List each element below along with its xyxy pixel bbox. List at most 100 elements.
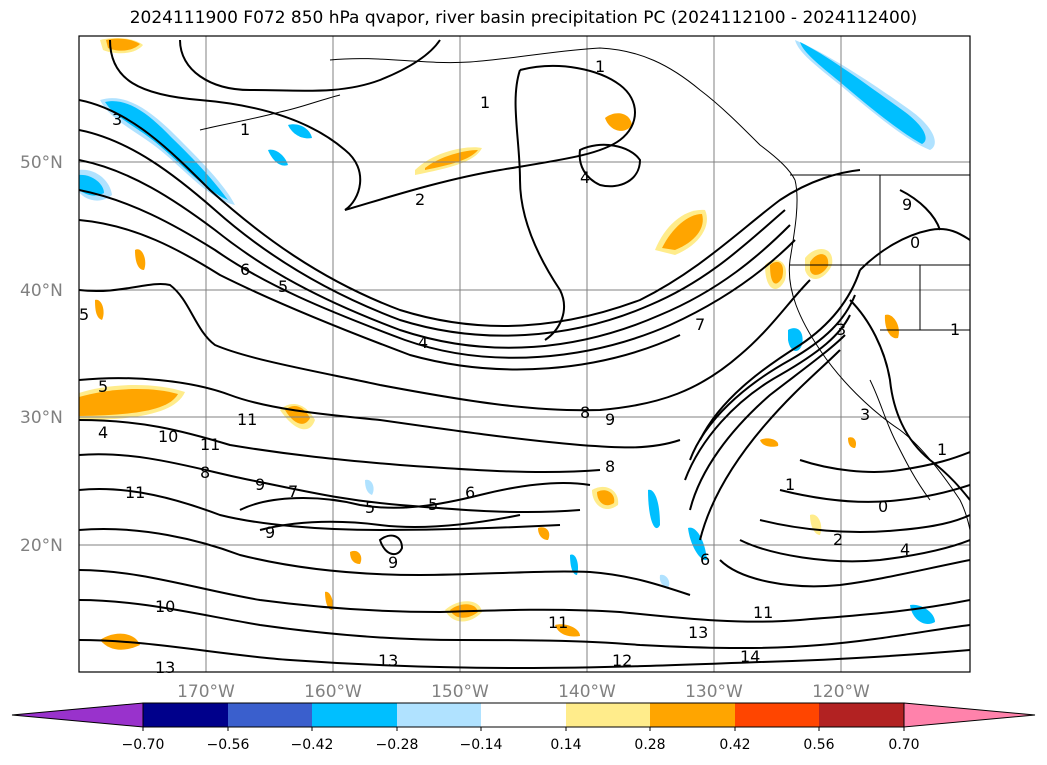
contour-line: [109, 39, 636, 211]
contour-label: 4: [900, 540, 910, 559]
contour-label: 5: [365, 498, 375, 517]
contour-label: 13: [688, 623, 708, 642]
pos-patch-12: [760, 438, 779, 447]
colorbar-bin: [819, 703, 904, 727]
lat-label-50n: 50°N: [20, 153, 63, 173]
contour-label: 10: [155, 597, 175, 616]
contour-label: 11: [200, 435, 220, 454]
state-borders: [790, 174, 970, 331]
contour-line: [79, 159, 791, 349]
contour-label: 6: [465, 483, 475, 502]
contour-line: [79, 219, 681, 371]
contour-label: 8: [200, 463, 210, 482]
neg-patch-sub4: [570, 554, 579, 575]
contour-label: 3: [860, 405, 870, 424]
contour-label: 5: [98, 377, 108, 396]
contour-label: 4: [580, 168, 590, 187]
coastline-baja: [869, 379, 931, 501]
pos-patch-nw-core: [106, 38, 140, 51]
contour-label: 1: [480, 93, 490, 112]
lon-label-140w: 140°W: [558, 682, 616, 702]
colorbar-over-arrow: [903, 702, 1036, 728]
pos-patch-13: [555, 624, 580, 637]
contour-label: 12: [612, 651, 632, 670]
coastline-alaska: [329, 47, 796, 181]
contour-label: 14: [740, 647, 760, 666]
colorbar-bin: [228, 703, 312, 727]
pos-patch-4-core: [770, 261, 784, 284]
pos-patch-6-core: [79, 388, 178, 416]
colorbar-bin: [143, 703, 228, 727]
pos-patch-16: [325, 591, 333, 610]
contour-label: 9: [265, 523, 275, 542]
contour-line: [79, 377, 681, 449]
colorbar-tick-label: −0.42: [291, 737, 334, 753]
pos-patch-18: [538, 527, 550, 540]
contour-line: [79, 99, 861, 328]
contour-label: 5: [278, 277, 288, 296]
colorbar-bin: [566, 703, 650, 727]
contour-label: 1: [240, 120, 250, 139]
lat-labels: 50°N 40°N 30°N 20°N: [20, 153, 63, 556]
contour-line: [79, 189, 796, 359]
pos-patch-8-core: [597, 490, 615, 506]
contour-label: 2: [415, 190, 425, 209]
colorbar-tick-label: 0.42: [719, 737, 750, 753]
contour-label: 3: [836, 320, 846, 339]
lon-labels: 170°W 160°W 150°W 140°W 130°W 120°W: [177, 682, 870, 702]
contour-label-layer: 3 1 1 1 2 4 6 5 4 7 5 5 4 10 11 11 8 9 1…: [79, 57, 960, 677]
contour-label: 6: [700, 550, 710, 569]
contour-label: 1: [595, 57, 605, 76]
contour-line: [259, 514, 521, 531]
contour-label: 9: [255, 475, 265, 494]
colorbar-tick-label: −0.56: [207, 737, 250, 753]
contour-label: 9: [605, 410, 615, 429]
contour-line: [799, 451, 970, 473]
contour-line: [689, 294, 856, 461]
contour-line: [779, 484, 970, 503]
neg-patch-sub2: [688, 527, 707, 561]
contour-label: 11: [548, 613, 568, 632]
contour-label: 9: [388, 553, 398, 572]
contour-label: 4: [98, 423, 108, 442]
contour-line: [514, 69, 565, 341]
contour-line: [179, 39, 441, 92]
pos-patch-11: [884, 314, 899, 339]
coastline-aleutians: [199, 94, 341, 131]
contour-label: 7: [695, 315, 705, 334]
pos-patch-2: [605, 113, 632, 131]
neg-patch-sub5: [365, 479, 374, 495]
pos-patch-15: [95, 299, 104, 320]
contour-line: [79, 419, 601, 474]
contour-label: 1: [785, 475, 795, 494]
lon-label-120w: 120°W: [812, 682, 870, 702]
contour-label: 1: [937, 440, 947, 459]
contour-label: 5: [79, 305, 89, 324]
colorbar-under-arrow: [11, 702, 144, 728]
pos-patch-3-core: [662, 214, 703, 250]
colorbar-bin: [735, 703, 819, 727]
contour-line: [79, 488, 561, 532]
lon-label-160w: 160°W: [304, 682, 362, 702]
colorbar-bin: [312, 703, 397, 727]
contour-line: [759, 514, 970, 533]
graticule: [79, 36, 970, 672]
colorbar-bin: [650, 703, 735, 727]
pos-patch-17: [350, 550, 362, 564]
colorbar-bin: [397, 703, 481, 727]
lat-label-30n: 30°N: [20, 408, 63, 428]
colorbar-bin: [481, 703, 566, 727]
contour-label: 8: [580, 403, 590, 422]
map-frame: [78, 35, 971, 673]
contour-line: [699, 349, 841, 541]
contour-line: [79, 279, 811, 412]
contour-line: [849, 299, 970, 501]
contour-label: 13: [378, 651, 398, 670]
contour-label: 11: [125, 483, 145, 502]
contour-label: 5: [428, 495, 438, 514]
contour-label: 0: [910, 233, 920, 252]
contour-line: [684, 314, 851, 481]
neg-patch-sub6: [659, 574, 670, 588]
contour-line: [79, 129, 786, 337]
